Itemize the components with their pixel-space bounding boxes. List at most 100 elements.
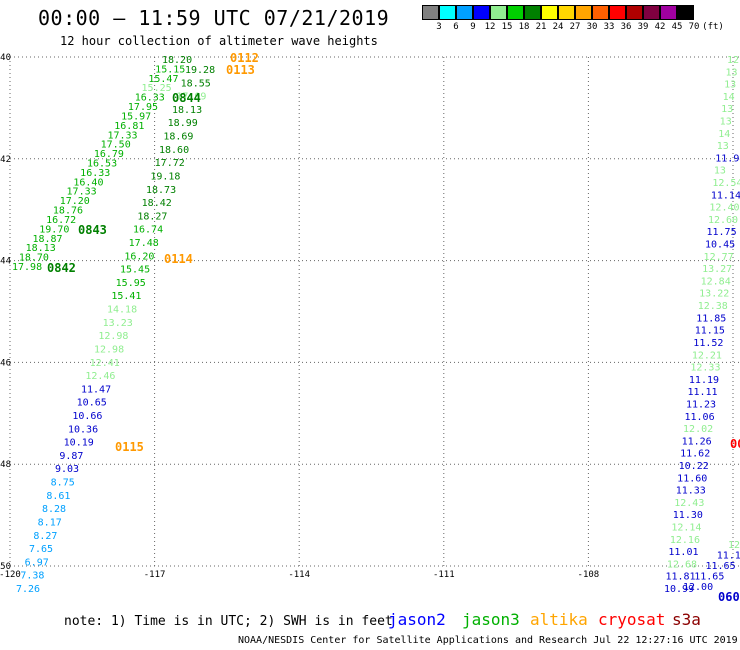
wave-height-value: 19.28 [185, 65, 215, 76]
legend-item-jason2: jason2 [388, 610, 446, 629]
wave-height-value: 18.55 [181, 78, 211, 89]
wave-height-value: 13.23 [103, 318, 133, 329]
wave-height-value: 11.85 [696, 313, 726, 324]
wave-height-value: 18.76 [53, 206, 83, 217]
wave-height-value: 17.33 [107, 130, 137, 141]
wave-height-value: 10.36 [68, 424, 98, 435]
color-scale-label: 6 [453, 22, 459, 32]
wave-height-value: 13.27 [702, 264, 732, 275]
wave-height-value: 15.47 [148, 74, 178, 85]
color-scale-label: 39 [637, 22, 649, 32]
wave-height-value: 11.60 [677, 473, 707, 484]
color-swatch [541, 5, 558, 20]
wave-height-value: 13 [721, 104, 733, 115]
latitude-label: 42 [0, 155, 11, 165]
wave-height-value: 12.33 [690, 363, 720, 374]
wave-height-value: 11.1 [717, 551, 740, 562]
color-scale-label: 21 [535, 22, 547, 32]
pass-time-label: 0112 [230, 51, 259, 65]
wave-height-value: 16.40 [73, 177, 103, 188]
color-scale-label: 33 [603, 22, 615, 32]
wave-height-value: 12.84 [701, 276, 731, 287]
longitude-label: -111 [433, 570, 455, 580]
wave-height-value: 12.60 [708, 215, 738, 226]
wave-height-value: 17.33 [67, 187, 97, 198]
pass-time-label: 005 [730, 437, 740, 451]
wave-height-value: 10.99 [664, 584, 694, 595]
color-scale-label: 30 [586, 22, 598, 32]
color-swatch [643, 5, 660, 20]
color-scale-label: 27 [569, 22, 581, 32]
pass-time-label: 060 [718, 590, 740, 604]
wave-height-value: 12.46 [85, 371, 115, 382]
wave-height-value: 13 [724, 80, 736, 91]
wave-height-value: 11.65 [706, 561, 736, 572]
wave-height-value: 12.02 [683, 424, 713, 435]
latitude-label: 46 [0, 358, 11, 368]
legend-item-cryosat: cryosat [598, 610, 666, 629]
pass-time-label: 0843 [78, 223, 107, 237]
wave-height-value: 9.03 [55, 464, 79, 475]
units-note: note: 1) Time is in UTC; 2) SWH is in fe… [64, 614, 393, 629]
wave-height-value: 10.66 [72, 411, 102, 422]
wave-height-value: 11.19 [689, 375, 719, 386]
wave-height-value: 18.70 [19, 253, 49, 264]
wave-height-value: 11.06 [685, 412, 715, 423]
wave-height-value: 10.45 [705, 240, 735, 251]
wave-height-value: 16.81 [114, 121, 144, 132]
wave-height-value: 15.25 [142, 83, 172, 94]
wave-height-value: 16.72 [46, 215, 76, 226]
wave-height-value: 13 [714, 166, 726, 177]
color-swatch [660, 5, 677, 20]
color-swatch [592, 5, 609, 20]
wave-height-value: 16.79 [94, 149, 124, 160]
wave-height-value: 16.74 [133, 225, 163, 236]
color-swatch [524, 5, 541, 20]
wave-height-value: 12.98 [98, 331, 128, 342]
pass-time-label: 0842 [47, 261, 76, 275]
wave-height-value: 10.22 [679, 461, 709, 472]
color-scale-label: 42 [654, 22, 666, 32]
wave-height-value: 17.98 [12, 262, 42, 273]
color-swatch [439, 5, 456, 20]
wave-height-value: 11.01 [668, 547, 698, 558]
wave-height-value: 11.11 [687, 387, 717, 398]
color-swatch [490, 5, 507, 20]
color-swatch [626, 5, 643, 20]
wave-height-value: 18.99 [168, 118, 198, 129]
longitude-label: -120 [0, 570, 21, 580]
color-scale-label: 24 [552, 22, 564, 32]
wave-height-value: 17.72 [155, 158, 185, 169]
wave-height-value: 18.87 [32, 234, 62, 245]
color-swatch [677, 5, 694, 20]
wave-height-value: 15.45 [120, 265, 150, 276]
wave-height-value: 13.22 [699, 289, 729, 300]
wave-height-value: 11.23 [686, 399, 716, 410]
pass-time-label: 0114 [164, 252, 193, 266]
pass-time-label: 0115 [115, 440, 144, 454]
wave-height-value: 12.16 [670, 535, 700, 546]
wave-height-value: 12.00 [683, 582, 713, 593]
wave-height-value: 12.14 [671, 522, 701, 533]
map-title: 00:00 – 11:59 UTC 07/21/2019 [38, 6, 390, 30]
wave-height-value: 17.48 [129, 238, 159, 249]
wave-height-value: 15.95 [116, 278, 146, 289]
latitude-label: 48 [0, 460, 11, 470]
wave-height-value: 14 [723, 92, 735, 103]
wave-height-value: 11.15 [695, 326, 725, 337]
wave-height-value: 12.41 [90, 358, 120, 369]
wave-height-value: 13 [720, 117, 732, 128]
wave-height-value: 11.33 [676, 486, 706, 497]
wave-height-value: 17.09 [176, 92, 206, 103]
wave-height-value: 12.98 [94, 344, 124, 355]
wave-height-value: 17.95 [128, 102, 158, 113]
wave-height-value: 17.20 [60, 196, 90, 207]
color-swatch [507, 5, 524, 20]
color-scale [422, 5, 694, 20]
wave-height-value: 7.65 [29, 544, 53, 555]
wave-height-value: 18.13 [26, 243, 56, 254]
wave-height-value: 7.38 [20, 571, 44, 582]
color-swatch [456, 5, 473, 20]
wave-height-value: 8.17 [38, 517, 62, 528]
